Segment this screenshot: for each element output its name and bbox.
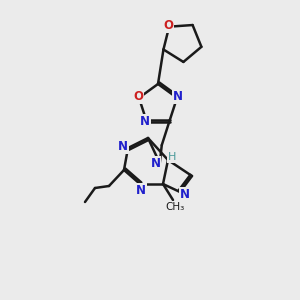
Text: N: N [136,184,146,196]
Text: N: N [140,115,150,128]
Text: O: O [163,19,173,32]
Text: N: N [118,140,128,154]
Text: H: H [168,152,176,162]
Text: N: N [173,90,183,103]
Text: CH₃: CH₃ [165,202,184,212]
Text: N: N [180,188,190,200]
Text: N: N [151,157,161,170]
Text: O: O [133,90,143,103]
